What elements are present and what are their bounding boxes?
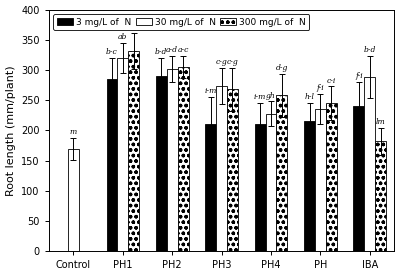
Text: a-d: a-d xyxy=(166,46,178,54)
Text: b-c: b-c xyxy=(106,48,118,56)
Bar xyxy=(326,103,337,251)
Text: f-i: f-i xyxy=(316,84,324,92)
Text: a: a xyxy=(132,23,136,31)
Text: c-i: c-i xyxy=(326,76,336,84)
Bar xyxy=(167,69,178,251)
Text: ab: ab xyxy=(118,33,128,41)
Text: i-m: i-m xyxy=(254,94,266,102)
Text: m: m xyxy=(70,128,77,136)
Bar xyxy=(216,86,227,251)
Text: b-d: b-d xyxy=(364,46,376,54)
Bar xyxy=(276,95,287,251)
Y-axis label: Root length (mm/plant): Root length (mm/plant) xyxy=(6,65,16,196)
Text: f-i: f-i xyxy=(355,72,363,80)
Bar xyxy=(364,77,375,251)
Legend: 3 mg/L of  N, 30 mg/L of  N, 300 mg/L of  N: 3 mg/L of N, 30 mg/L of N, 300 mg/L of N xyxy=(53,14,310,30)
Bar xyxy=(106,79,118,251)
Bar xyxy=(266,113,276,251)
Bar xyxy=(118,58,128,251)
Bar xyxy=(68,148,79,251)
Text: d-g: d-g xyxy=(276,64,288,72)
Bar xyxy=(255,124,266,251)
Text: a-c: a-c xyxy=(177,46,189,54)
Text: c-g: c-g xyxy=(226,59,238,67)
Text: c-g: c-g xyxy=(216,59,228,67)
Text: gh: gh xyxy=(266,92,276,100)
Text: h-l: h-l xyxy=(304,94,314,102)
Bar xyxy=(178,67,188,251)
Bar xyxy=(227,89,238,251)
Text: lm: lm xyxy=(376,118,386,126)
Text: b-d: b-d xyxy=(155,48,168,56)
Bar xyxy=(315,109,326,251)
Bar xyxy=(128,51,139,251)
Bar xyxy=(304,121,315,251)
Bar xyxy=(205,124,216,251)
Text: i-m: i-m xyxy=(204,87,217,95)
Bar xyxy=(375,141,386,251)
Bar xyxy=(156,76,167,251)
Bar xyxy=(354,106,364,251)
